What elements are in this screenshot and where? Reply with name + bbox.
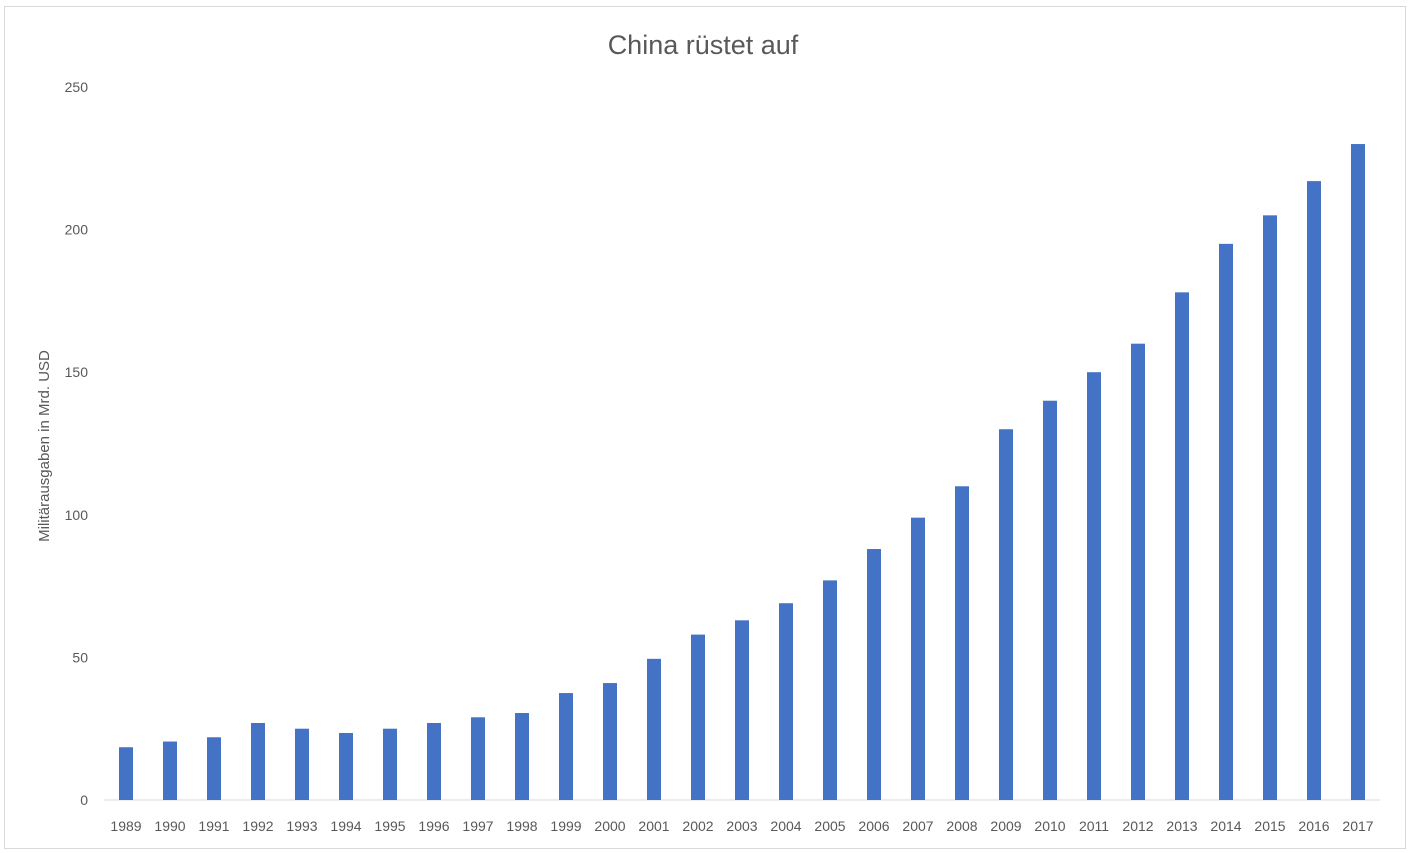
bar-2012	[1131, 343, 1145, 800]
y-tick-label: 200	[65, 222, 89, 238]
bar-2016	[1307, 181, 1321, 801]
bar-2002	[691, 634, 705, 800]
x-tick-label: 1998	[506, 818, 537, 834]
x-tick-label: 1996	[418, 818, 449, 834]
bar-2010	[1043, 400, 1057, 800]
bar-2005	[823, 580, 837, 800]
bar-2001	[647, 658, 661, 800]
x-tick-label: 1999	[550, 818, 581, 834]
bar-2009	[999, 429, 1013, 800]
bars-group	[119, 144, 1365, 801]
x-tick-label: 1997	[462, 818, 493, 834]
x-tick-label: 2005	[814, 818, 845, 834]
x-tick-label: 2007	[902, 818, 933, 834]
y-tick-label: 50	[72, 649, 88, 665]
bar-1994	[339, 732, 353, 800]
x-tick-label: 2010	[1034, 818, 1065, 834]
bar-1997	[471, 717, 485, 800]
x-tick-label: 1994	[330, 818, 361, 834]
bar-2011	[1087, 372, 1101, 800]
chart-title: China rüstet auf	[608, 30, 799, 60]
x-axis-ticks: 1989 1990 1991 1992 1993 1994 1995 1996 1997 1998…	[110, 818, 1373, 834]
x-tick-label: 2003	[726, 818, 757, 834]
x-tick-label: 2013	[1166, 818, 1197, 834]
y-tick-label: 250	[65, 79, 89, 95]
x-tick-label: 2006	[858, 818, 889, 834]
y-tick-label: 150	[65, 364, 89, 380]
x-tick-label: 2016	[1298, 818, 1329, 834]
bar-1996	[427, 722, 441, 800]
x-tick-label: 2004	[770, 818, 801, 834]
x-tick-label: 2008	[946, 818, 977, 834]
bar-2015	[1263, 215, 1277, 801]
x-tick-label: 2011	[1079, 818, 1109, 834]
x-tick-label: 1995	[374, 818, 405, 834]
bar-2003	[735, 620, 749, 800]
bar-1999	[559, 693, 573, 800]
y-tick-label: 0	[80, 792, 88, 808]
x-tick-label: 2014	[1210, 818, 1241, 834]
bar-1993	[295, 728, 309, 800]
bar-1998	[515, 713, 529, 800]
bar-2007	[911, 517, 925, 800]
bar-2013	[1175, 292, 1189, 800]
bar-2014	[1219, 243, 1233, 801]
x-tick-label: 2017	[1342, 818, 1373, 834]
bar-2004	[779, 603, 793, 800]
x-tick-label: 2009	[990, 818, 1021, 834]
x-tick-label: 2002	[682, 818, 713, 834]
x-tick-label: 2015	[1254, 818, 1285, 834]
bar-1991	[207, 737, 221, 800]
x-tick-label: 1991	[198, 818, 229, 834]
bar-1989	[119, 747, 133, 800]
x-tick-label: 2001	[638, 818, 669, 834]
x-tick-label: 2000	[594, 818, 625, 834]
x-tick-label: 1990	[154, 818, 185, 834]
x-tick-label: 1993	[286, 818, 317, 834]
bar-2006	[867, 549, 881, 800]
bar-1990	[163, 741, 177, 800]
y-tick-label: 100	[65, 507, 89, 523]
bar-2008	[955, 486, 969, 800]
x-tick-label: 2012	[1122, 818, 1153, 834]
y-axis-title: Militärausgaben in Mrd. USD	[36, 350, 53, 542]
x-tick-label: 1989	[110, 818, 141, 834]
bar-1995	[383, 728, 397, 800]
bar-2017	[1351, 144, 1365, 801]
bar-2000	[603, 683, 617, 800]
x-tick-label: 1992	[242, 818, 273, 834]
y-axis-ticks: 0 50 100 150 200 250	[65, 79, 89, 808]
bar-1992	[251, 722, 265, 800]
